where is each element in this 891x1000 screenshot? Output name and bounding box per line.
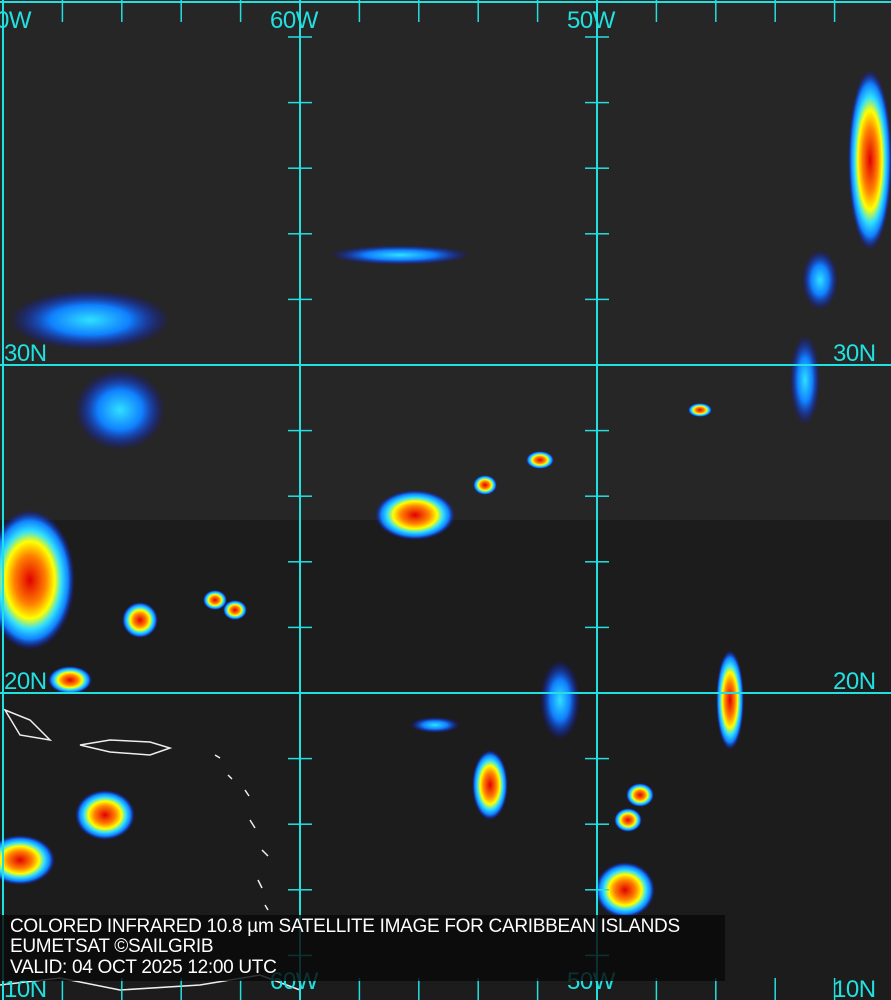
cloud-cluster — [330, 245, 470, 265]
cloud-cluster — [75, 790, 135, 840]
cloud-cluster — [595, 862, 655, 918]
cloud-cluster — [0, 510, 75, 650]
label-top-2: 50W — [567, 7, 615, 34]
cloud-cluster — [540, 660, 580, 740]
cloud-cluster — [688, 403, 712, 417]
cloud-cluster — [802, 250, 838, 310]
cloud-cluster — [614, 808, 642, 832]
cloud-cluster — [48, 666, 92, 694]
caption-box: COLORED INFRARED 10.8 µm SATELLITE IMAGE… — [0, 915, 725, 981]
cloud-cluster — [716, 650, 744, 750]
cloud-cluster — [122, 602, 158, 638]
convection-areas — [0, 70, 891, 918]
cloud-cluster — [473, 475, 497, 495]
cloud-cluster — [410, 717, 460, 733]
cloud-cluster — [848, 70, 891, 250]
cloud-cluster — [472, 750, 508, 820]
cloud-cluster — [0, 835, 55, 885]
caption-valid: VALID: 04 OCT 2025 12:00 UTC — [10, 957, 277, 978]
label-top-1: 60W — [270, 7, 318, 34]
cloud-cluster — [526, 451, 554, 469]
label-left-0: 30N — [4, 340, 47, 367]
label-right-0: 30N — [833, 340, 876, 367]
cloud-cluster — [223, 600, 247, 620]
label-bottom-0: 10N — [4, 976, 47, 1000]
label-left-1: 20N — [4, 668, 47, 695]
label-right-1: 20N — [833, 668, 876, 695]
label-bottom-3: 10N — [833, 976, 876, 1000]
cloud-cluster — [203, 590, 227, 610]
cloud-cluster — [626, 783, 654, 807]
caption-credit: EUMETSAT ©SAILGRIB — [10, 936, 214, 957]
cloud-cluster — [790, 335, 820, 425]
cloud-cluster — [75, 370, 165, 450]
cloud-cluster — [375, 490, 455, 540]
label-top-0: 0W — [0, 7, 32, 34]
cloud-cluster — [10, 290, 170, 350]
caption-title: COLORED INFRARED 10.8 µm SATELLITE IMAGE… — [10, 916, 680, 937]
